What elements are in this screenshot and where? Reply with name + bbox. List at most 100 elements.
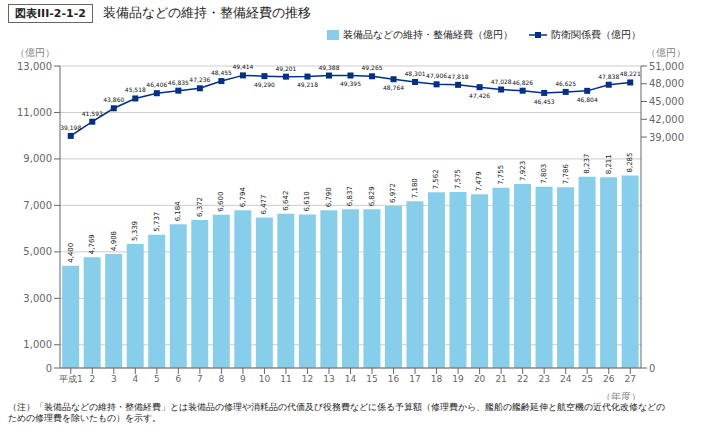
- svg-text:47,838: 47,838: [598, 73, 619, 80]
- svg-text:15: 15: [366, 374, 377, 384]
- svg-text:47,906: 47,906: [426, 72, 447, 79]
- svg-text:6,790: 6,790: [325, 187, 333, 207]
- svg-text:18: 18: [431, 374, 443, 384]
- svg-text:24: 24: [560, 374, 572, 384]
- svg-text:7,755: 7,755: [497, 165, 505, 185]
- svg-text:2: 2: [89, 374, 95, 384]
- svg-text:12: 12: [302, 374, 313, 384]
- svg-text:7,923: 7,923: [519, 161, 527, 181]
- svg-text:5,737: 5,737: [153, 212, 161, 232]
- svg-text:16: 16: [388, 374, 400, 384]
- svg-text:平成1: 平成1: [59, 374, 83, 384]
- svg-text:10: 10: [259, 374, 271, 384]
- svg-text:48,301: 48,301: [405, 70, 426, 77]
- svg-text:9: 9: [240, 374, 246, 384]
- svg-text:49,218: 49,218: [297, 81, 318, 88]
- svg-text:43,860: 43,860: [103, 96, 124, 103]
- svg-text:45,000: 45,000: [649, 96, 684, 107]
- svg-text:25: 25: [581, 374, 592, 384]
- svg-text:7,479: 7,479: [476, 171, 484, 191]
- svg-text:7,562: 7,562: [432, 169, 440, 189]
- svg-text:1,000: 1,000: [23, 339, 52, 350]
- svg-text:4,400: 4,400: [67, 243, 75, 263]
- svg-text:19: 19: [452, 374, 464, 384]
- html-text:装備品などの維持・整備経費の推移: 装備品などの維持・整備経費の推移: [102, 5, 311, 20]
- svg-text:6,794: 6,794: [239, 187, 247, 208]
- svg-text:49,414: 49,414: [232, 63, 253, 70]
- svg-text:8,211: 8,211: [605, 154, 613, 174]
- svg-text:22: 22: [517, 374, 528, 384]
- svg-text:47,028: 47,028: [491, 78, 512, 85]
- svg-text:5,339: 5,339: [131, 221, 139, 241]
- svg-text:3: 3: [111, 374, 117, 384]
- svg-text:48,221: 48,221: [620, 70, 641, 77]
- svg-text:6,829: 6,829: [368, 186, 376, 206]
- svg-text:0: 0: [649, 363, 655, 374]
- svg-text:6,184: 6,184: [174, 201, 182, 222]
- svg-text:46,835: 46,835: [168, 79, 189, 86]
- svg-text:8,285: 8,285: [626, 152, 634, 172]
- svg-text:48,000: 48,000: [649, 78, 684, 89]
- html-text:（注）「装備品などの維持・整備経費」とは装備品の修理や消耗品: （注）「装備品などの維持・整備経費」とは装備品の修理や消耗品の代価及び役務費など…: [8, 402, 665, 424]
- svg-text:6,837: 6,837: [346, 186, 354, 206]
- svg-text:8,237: 8,237: [583, 154, 591, 174]
- svg-text:46,453: 46,453: [534, 98, 555, 105]
- svg-text:6,972: 6,972: [389, 183, 397, 203]
- svg-text:9,000: 9,000: [23, 153, 52, 164]
- svg-text:46,804: 46,804: [577, 96, 598, 103]
- svg-text:47,818: 47,818: [448, 73, 469, 80]
- svg-text:48,455: 48,455: [211, 69, 232, 76]
- svg-text:49,265: 49,265: [362, 64, 383, 71]
- svg-text:7,575: 7,575: [454, 169, 462, 189]
- svg-text:6,600: 6,600: [217, 192, 225, 212]
- svg-text:5,000: 5,000: [23, 246, 52, 257]
- svg-text:7,786: 7,786: [562, 164, 570, 185]
- svg-text:46,826: 46,826: [512, 79, 533, 86]
- svg-text:17: 17: [409, 374, 420, 384]
- svg-text:6,642: 6,642: [282, 191, 290, 211]
- svg-text:49,388: 49,388: [318, 64, 339, 71]
- svg-text:6,477: 6,477: [260, 194, 268, 214]
- svg-text:7: 7: [197, 374, 203, 384]
- svg-text:（年度）: （年度）: [601, 391, 641, 400]
- svg-text:8: 8: [219, 374, 225, 384]
- svg-text:11: 11: [280, 374, 291, 384]
- svg-text:6,610: 6,610: [303, 191, 311, 211]
- svg-text:23: 23: [538, 374, 549, 384]
- svg-text:41,593: 41,593: [82, 110, 103, 117]
- svg-text:6: 6: [175, 374, 181, 384]
- svg-text:（億円）: （億円）: [15, 47, 55, 58]
- svg-text:47,236: 47,236: [189, 76, 210, 83]
- svg-text:11,000: 11,000: [17, 107, 52, 118]
- svg-text:4,769: 4,769: [88, 234, 96, 254]
- svg-text:49,395: 49,395: [340, 80, 361, 87]
- svg-text:14: 14: [345, 374, 357, 384]
- svg-text:7,000: 7,000: [23, 200, 52, 211]
- svg-text:49,201: 49,201: [275, 65, 296, 72]
- svg-text:6,372: 6,372: [196, 197, 204, 217]
- svg-text:4: 4: [132, 374, 138, 384]
- svg-text:13: 13: [323, 374, 334, 384]
- svg-text:48,764: 48,764: [383, 84, 404, 91]
- svg-text:7,803: 7,803: [540, 164, 548, 184]
- svg-text:21: 21: [495, 374, 506, 384]
- svg-text:47,426: 47,426: [469, 92, 490, 99]
- svg-text:3,000: 3,000: [23, 293, 52, 304]
- svg-text:51,000: 51,000: [649, 61, 684, 72]
- svg-text:49,290: 49,290: [254, 81, 275, 88]
- svg-text:4,908: 4,908: [110, 231, 118, 251]
- svg-text:5: 5: [154, 374, 160, 384]
- svg-text:42,000: 42,000: [649, 114, 684, 125]
- svg-text:46,625: 46,625: [555, 80, 576, 87]
- svg-text:7,180: 7,180: [411, 178, 419, 198]
- svg-text:13,000: 13,000: [17, 61, 52, 72]
- svg-text:39,198: 39,198: [60, 124, 81, 131]
- svg-text:46,406: 46,406: [146, 81, 167, 88]
- svg-text:0: 0: [46, 363, 52, 374]
- svg-text:39,000: 39,000: [649, 132, 684, 143]
- svg-text:27: 27: [625, 374, 636, 384]
- svg-text:20: 20: [474, 374, 486, 384]
- svg-text:（億円）: （億円）: [646, 47, 686, 58]
- svg-text:45,518: 45,518: [125, 86, 146, 93]
- svg-text:26: 26: [603, 374, 615, 384]
